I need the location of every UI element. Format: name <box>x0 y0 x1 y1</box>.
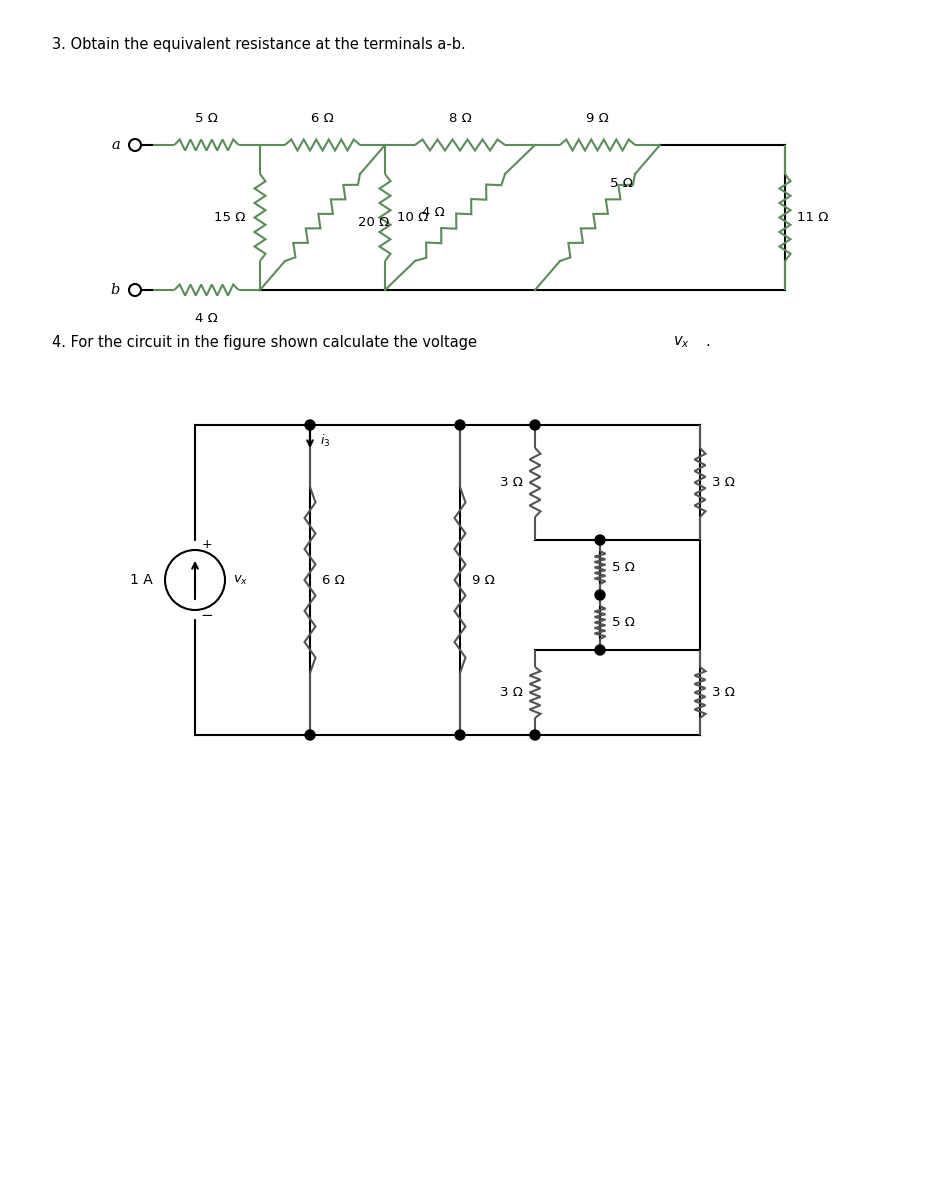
Text: $v_x$: $v_x$ <box>233 574 248 587</box>
Circle shape <box>305 420 314 430</box>
Text: 3 Ω: 3 Ω <box>711 686 734 698</box>
Text: 8 Ω: 8 Ω <box>448 112 471 125</box>
Text: 5 Ω: 5 Ω <box>611 616 634 629</box>
Circle shape <box>594 590 604 600</box>
Text: 5 Ω: 5 Ω <box>609 176 631 190</box>
Text: b: b <box>110 283 120 296</box>
Circle shape <box>594 646 604 655</box>
Text: 4 Ω: 4 Ω <box>422 206 445 218</box>
Text: a: a <box>111 138 120 152</box>
Text: 6 Ω: 6 Ω <box>311 112 334 125</box>
Circle shape <box>529 420 540 430</box>
Text: 3 Ω: 3 Ω <box>500 476 523 490</box>
Text: 11 Ω: 11 Ω <box>796 211 828 224</box>
Text: 5 Ω: 5 Ω <box>611 562 634 574</box>
Circle shape <box>454 420 464 430</box>
Circle shape <box>305 730 314 740</box>
Text: .: . <box>705 335 709 349</box>
Circle shape <box>454 730 464 740</box>
Text: 20 Ω: 20 Ω <box>357 216 388 229</box>
Text: 4. For the circuit in the figure shown calculate the voltage: 4. For the circuit in the figure shown c… <box>52 335 481 349</box>
Text: 6 Ω: 6 Ω <box>322 574 344 587</box>
Text: 9 Ω: 9 Ω <box>586 112 608 125</box>
Text: 9 Ω: 9 Ω <box>472 574 494 587</box>
Text: 3 Ω: 3 Ω <box>500 686 523 698</box>
Text: 10 Ω: 10 Ω <box>397 211 427 224</box>
Text: 3 Ω: 3 Ω <box>711 476 734 490</box>
Text: $v_x$: $v_x$ <box>672 334 689 350</box>
Circle shape <box>594 535 604 545</box>
Text: 5 Ω: 5 Ω <box>195 112 218 125</box>
Text: 15 Ω: 15 Ω <box>213 211 245 224</box>
Text: 1 A: 1 A <box>130 572 153 587</box>
Text: 3. Obtain the equivalent resistance at the terminals a-b.: 3. Obtain the equivalent resistance at t… <box>52 37 465 53</box>
Circle shape <box>529 730 540 740</box>
Text: +: + <box>201 539 212 552</box>
Text: −: − <box>200 607 213 623</box>
Text: $i_3$: $i_3$ <box>320 433 330 449</box>
Text: 4 Ω: 4 Ω <box>195 312 218 325</box>
